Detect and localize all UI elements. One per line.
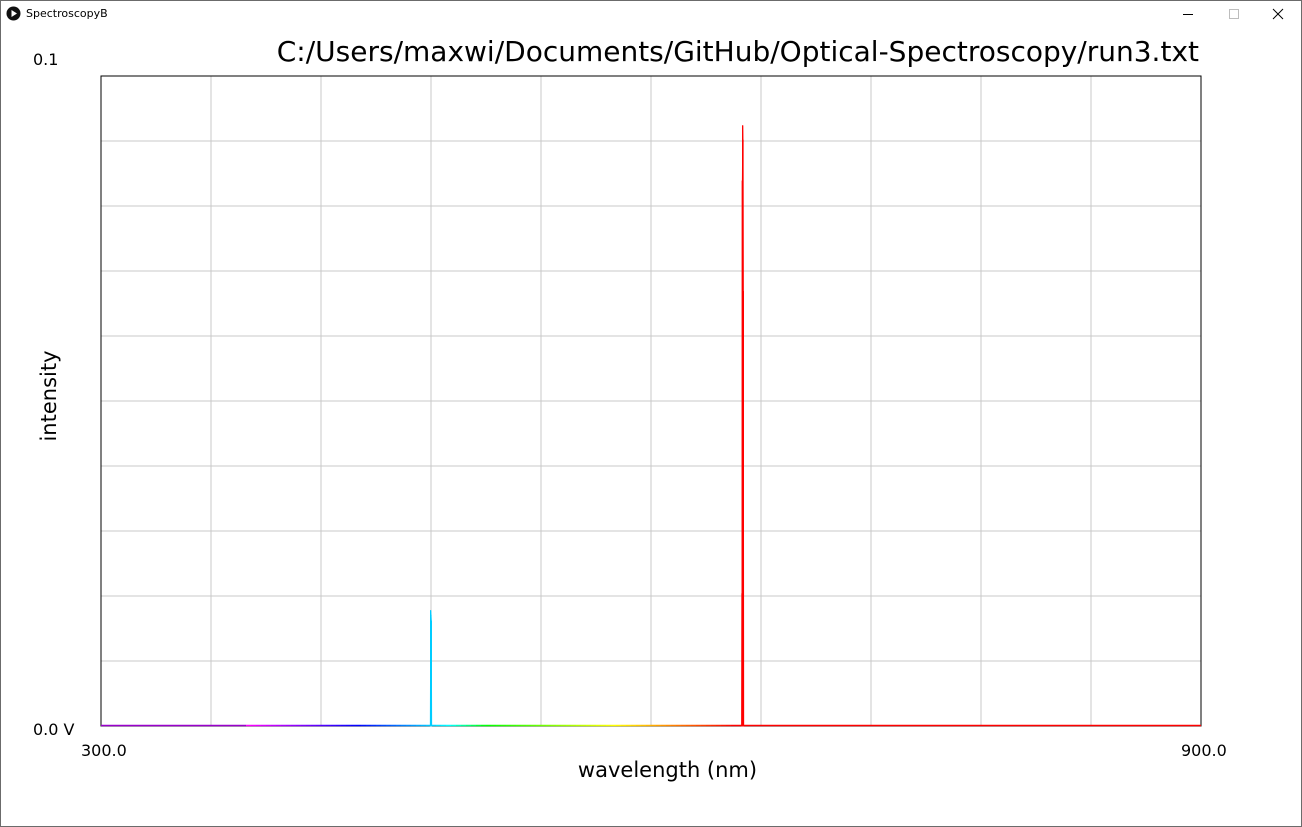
play-icon (6, 6, 21, 21)
chart-title: C:/Users/maxwi/Documents/GitHub/Optical-… (276, 35, 1199, 68)
x-axis-label: wavelength (nm) (577, 758, 758, 782)
title-bar[interactable]: SpectroscopyB (1, 1, 1301, 27)
close-button[interactable] (1255, 1, 1301, 27)
maximize-icon (1229, 9, 1239, 19)
maximize-button[interactable] (1211, 1, 1257, 27)
y-axis-label: intensity (37, 350, 61, 442)
y-tick-label-min: 0.0 V (33, 720, 75, 739)
minimize-icon (1183, 14, 1193, 15)
x-tick-label-max: 900.0 (1181, 741, 1227, 760)
minimize-button[interactable] (1165, 1, 1211, 27)
window-title: SpectroscopyB (26, 7, 108, 20)
x-tick-label-min: 300.0 (81, 741, 127, 760)
y-tick-label-max: 0.1 (33, 50, 59, 69)
close-icon (1272, 8, 1284, 20)
